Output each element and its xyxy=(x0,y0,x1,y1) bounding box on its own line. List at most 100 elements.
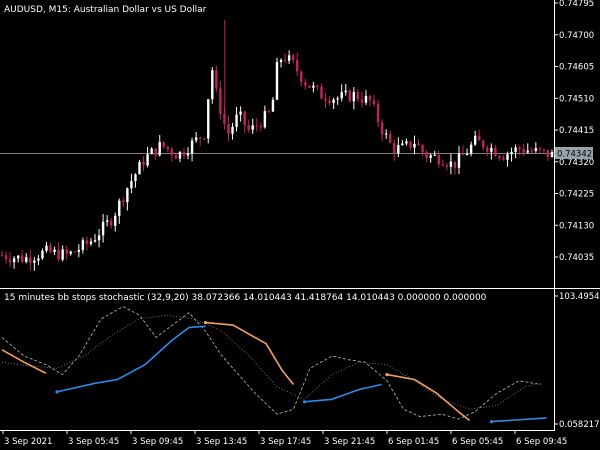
candle-body xyxy=(518,147,521,149)
candle-body xyxy=(550,152,554,158)
candle-body xyxy=(409,141,412,148)
candle-body xyxy=(81,240,85,250)
candle-body xyxy=(389,133,392,143)
candle-body xyxy=(29,257,32,263)
candle-body xyxy=(429,155,432,158)
candle-body xyxy=(283,59,287,61)
candle-body xyxy=(49,245,52,253)
candle-body xyxy=(304,82,307,86)
bb-stop-dot xyxy=(302,400,307,404)
candle-body xyxy=(170,149,174,155)
candle-body xyxy=(397,144,400,154)
price-axis-label: 0.74130 xyxy=(559,221,594,231)
candle-body xyxy=(73,251,76,253)
candle-body xyxy=(287,55,291,61)
candle-body xyxy=(251,125,254,130)
indicator-axis-min: 0.058217 xyxy=(559,420,600,430)
candle-body xyxy=(130,181,133,189)
candle-body xyxy=(413,143,416,148)
stochastic-main-line xyxy=(1,306,542,420)
bb-stop-down-segment xyxy=(1,349,47,375)
indicator-series xyxy=(1,306,547,424)
candle-body xyxy=(21,255,24,262)
candle-body xyxy=(174,154,178,159)
candle-body xyxy=(267,111,271,113)
candle-body xyxy=(150,148,153,155)
candle-body xyxy=(445,165,449,167)
candle-body xyxy=(8,259,12,263)
candle-body xyxy=(522,148,525,153)
candle-body xyxy=(25,257,28,262)
candle-body xyxy=(142,162,145,166)
candle-body xyxy=(352,91,356,102)
candle-body xyxy=(275,62,279,100)
candle-body xyxy=(380,122,384,135)
candle-body xyxy=(401,143,404,145)
candle-body xyxy=(494,147,497,157)
candle-body xyxy=(482,140,485,148)
candle-body xyxy=(190,140,194,154)
price-axis-label: 0.74605 xyxy=(559,63,594,73)
candle-body xyxy=(235,114,238,127)
candle-body xyxy=(478,135,481,141)
candle-body xyxy=(340,92,343,99)
bb-stop-dot xyxy=(489,419,494,424)
candle-body xyxy=(421,145,424,153)
candle-body xyxy=(364,95,368,103)
candle-body xyxy=(194,137,198,141)
candle-body xyxy=(178,151,182,159)
candle-body xyxy=(465,153,469,156)
candle-body xyxy=(146,154,149,166)
candle-body xyxy=(510,151,513,155)
candle-body xyxy=(211,70,214,100)
candle-body xyxy=(45,245,48,251)
candle-body xyxy=(316,85,319,87)
time-axis-label: 3 Sep 2021 xyxy=(4,437,52,447)
candle-body xyxy=(239,111,242,115)
candle-body xyxy=(97,235,101,241)
candle-body xyxy=(89,241,93,244)
candle-body xyxy=(203,138,206,140)
candle-body xyxy=(320,86,323,99)
candle-body xyxy=(441,164,445,166)
candle-body xyxy=(158,142,161,156)
candle-body xyxy=(162,142,165,147)
candle-body xyxy=(308,85,311,88)
candle-body xyxy=(530,150,533,152)
candle-body xyxy=(198,137,202,139)
candle-body xyxy=(114,215,117,226)
price-axis-label: 0.74415 xyxy=(559,126,594,136)
indicator-axis-max: 103.495490 xyxy=(559,292,600,302)
candle-body xyxy=(453,161,457,168)
candle-body xyxy=(61,249,64,260)
candle-body xyxy=(77,249,81,252)
candle-body xyxy=(473,135,477,145)
candle-body xyxy=(186,153,190,156)
candle-body xyxy=(348,90,351,102)
candle-body xyxy=(259,125,263,128)
candle-body xyxy=(154,148,157,156)
candle-body xyxy=(207,99,210,139)
candle-body xyxy=(376,104,380,123)
candle-body xyxy=(538,148,542,150)
time-axis-label: 6 Sep 01:45 xyxy=(388,437,439,447)
candle-body xyxy=(336,98,339,100)
candle-body xyxy=(526,150,529,153)
time-axis-label: 3 Sep 21:45 xyxy=(324,437,375,447)
candle-body xyxy=(263,111,267,128)
price-axis-label: 0.74035 xyxy=(559,253,594,263)
time-axis-label: 3 Sep 13:45 xyxy=(196,437,247,447)
candle-body xyxy=(69,251,72,254)
candle-body xyxy=(328,100,331,103)
price-axis: 0.74795 0.74700 0.74605 0.74510 0.74415 0.743… xyxy=(555,0,594,263)
indicator-label: 15 minutes bb stops stochastic (32,9,20)… xyxy=(4,293,487,303)
bb-stop-down-segment xyxy=(386,373,470,422)
candle-body xyxy=(166,146,170,150)
candle-body xyxy=(461,153,465,156)
current-price-label-bg xyxy=(555,147,593,159)
chart-title: AUDUSD, M15: Australian Dollar vs US Dol… xyxy=(4,5,207,15)
price-axis-label: 0.74700 xyxy=(559,31,594,41)
time-axis-label: 3 Sep 05:45 xyxy=(68,437,119,447)
candle-body xyxy=(255,125,258,127)
